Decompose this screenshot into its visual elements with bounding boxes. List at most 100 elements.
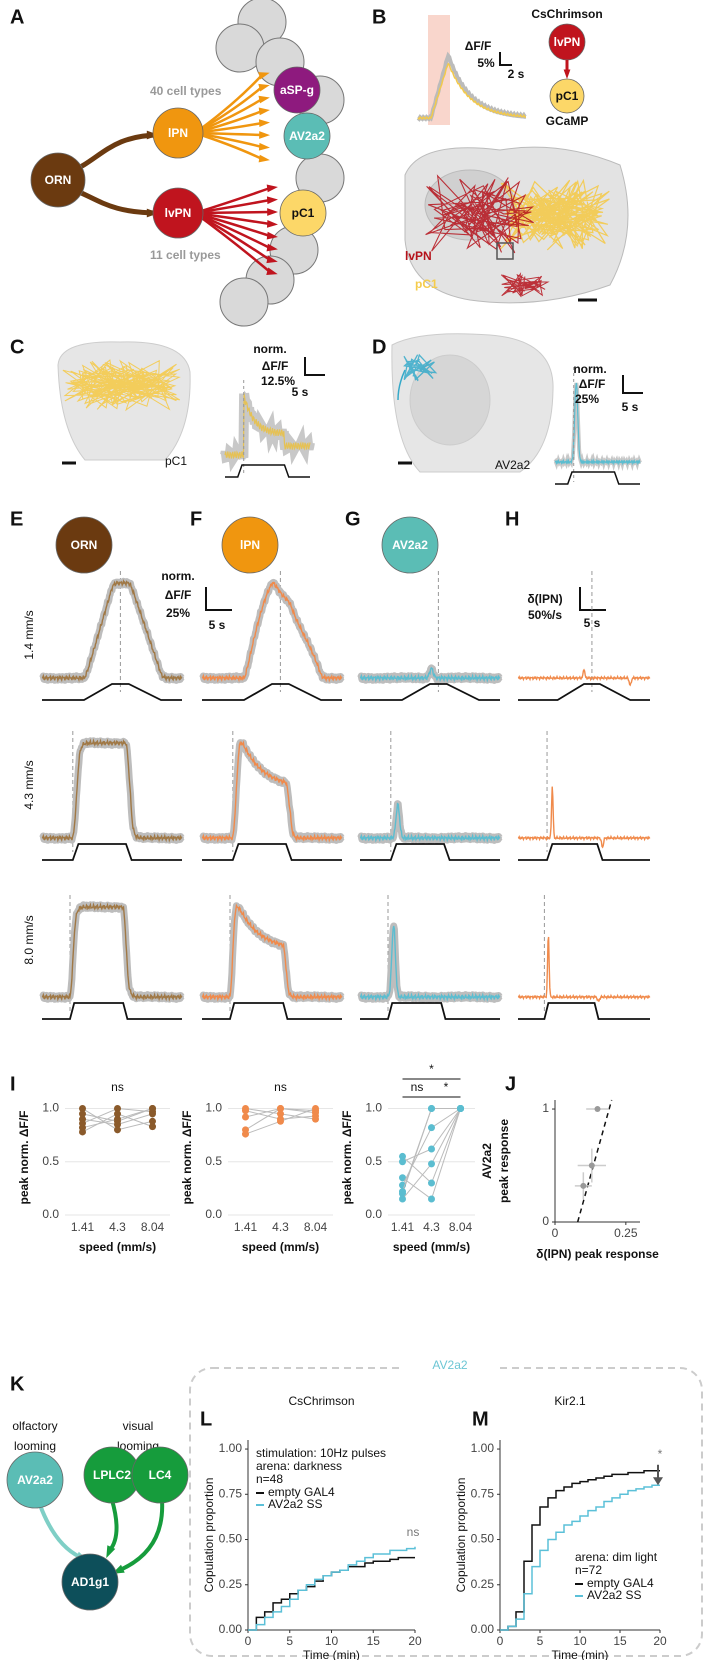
point bbox=[149, 1123, 156, 1131]
annotation: 40 cell types bbox=[150, 84, 222, 98]
panel-label: C bbox=[10, 336, 24, 358]
point bbox=[399, 1195, 406, 1203]
y-tick-label: 0.00 bbox=[471, 1622, 495, 1636]
cell-label: AV2a2 bbox=[392, 538, 428, 552]
label: CsChrimson bbox=[531, 7, 602, 21]
y-tick-label: 0.5 bbox=[205, 1154, 222, 1168]
synapse bbox=[258, 107, 270, 116]
x-tick-label: 5 bbox=[537, 1634, 544, 1648]
trace bbox=[201, 903, 343, 1002]
panel-label: I bbox=[10, 1073, 16, 1095]
x-tick-label: 8.04 bbox=[449, 1220, 473, 1234]
panel-label: M bbox=[472, 1408, 489, 1430]
step-line bbox=[248, 1546, 416, 1631]
point bbox=[114, 1110, 121, 1118]
axon bbox=[194, 211, 271, 238]
y-axis-label: peak response bbox=[497, 1119, 511, 1203]
stimulus bbox=[202, 683, 342, 701]
scale-label: 50%/s bbox=[528, 608, 562, 622]
cell-node bbox=[131, 1446, 189, 1504]
cell-label: AD1g1 bbox=[71, 1575, 109, 1589]
axon bbox=[69, 185, 161, 216]
panel-label: A bbox=[10, 6, 24, 28]
synapse bbox=[258, 119, 270, 128]
cell-label: lvPN bbox=[554, 35, 581, 49]
y-tick-label: 0 bbox=[542, 1214, 549, 1228]
y-tick-label: 0.50 bbox=[219, 1532, 243, 1546]
y-tick-label: 1.00 bbox=[471, 1441, 495, 1455]
scale-label: norm. bbox=[253, 342, 286, 356]
synapse bbox=[266, 231, 278, 240]
cell-node bbox=[549, 78, 585, 114]
step-line bbox=[248, 1556, 415, 1631]
annotation: * bbox=[658, 1447, 663, 1461]
scale-label: norm. bbox=[161, 569, 194, 583]
trace bbox=[554, 382, 641, 466]
point bbox=[399, 1174, 406, 1182]
cell-node bbox=[61, 1553, 119, 1611]
neuron-morphology bbox=[425, 174, 535, 254]
panel-label: J bbox=[505, 1073, 516, 1095]
synapse bbox=[258, 83, 270, 92]
neuron-morphology bbox=[403, 353, 438, 382]
x-tick-label: 0 bbox=[245, 1634, 252, 1648]
trace bbox=[417, 62, 527, 120]
x-tick-label: 8.04 bbox=[304, 1220, 328, 1234]
scale-bar bbox=[499, 52, 512, 66]
y-axis-label: Copulation proportion bbox=[454, 1478, 468, 1593]
scale-label: ΔF/F bbox=[579, 377, 606, 391]
cell-label: AV2a2 bbox=[289, 129, 325, 143]
trace-band bbox=[199, 902, 345, 1003]
panel-label: H bbox=[505, 508, 519, 530]
speed-label: 8.0 mm/s bbox=[22, 915, 36, 964]
point bbox=[457, 1105, 464, 1113]
x-tick-label: 20 bbox=[653, 1634, 667, 1648]
stimulus bbox=[518, 843, 650, 861]
scale-label: 25% bbox=[575, 392, 599, 406]
panel-label: G bbox=[345, 508, 361, 530]
point bbox=[79, 1128, 86, 1136]
point bbox=[242, 1113, 249, 1121]
cell-label: pC1 bbox=[556, 89, 579, 103]
point bbox=[242, 1130, 249, 1138]
stimulus bbox=[42, 1002, 182, 1020]
cell-node bbox=[152, 187, 204, 239]
stimulus bbox=[202, 843, 342, 861]
cell-label: ORN bbox=[71, 538, 98, 552]
panel-label: B bbox=[372, 6, 386, 28]
x-tick-label: 20 bbox=[408, 1634, 422, 1648]
x-axis-label: Time (min) bbox=[552, 1648, 609, 1660]
cell-label: LC4 bbox=[149, 1468, 172, 1482]
step-line bbox=[500, 1484, 660, 1631]
scale-label: 25% bbox=[166, 606, 190, 620]
trace bbox=[201, 581, 343, 683]
stimulus bbox=[518, 1002, 650, 1020]
y-axis-label: AV2a2 bbox=[480, 1143, 494, 1179]
y-tick-label: 0.50 bbox=[471, 1532, 495, 1546]
title-backdrop bbox=[400, 1352, 500, 1382]
panel-label: E bbox=[10, 508, 23, 530]
axon bbox=[38, 1504, 81, 1559]
neuron-morphology bbox=[500, 272, 550, 298]
synapse bbox=[266, 219, 278, 228]
x-tick-label: 10 bbox=[325, 1634, 339, 1648]
synapse bbox=[267, 208, 278, 216]
axon bbox=[194, 131, 263, 161]
stimulus bbox=[42, 683, 182, 701]
point bbox=[312, 1109, 319, 1117]
trace-band bbox=[39, 737, 185, 844]
trace-band bbox=[39, 577, 185, 684]
panel-label: F bbox=[190, 508, 202, 530]
scale-label: norm. bbox=[573, 362, 606, 376]
point bbox=[428, 1160, 435, 1168]
y-tick-label: 0.5 bbox=[42, 1154, 59, 1168]
note: n=72 bbox=[575, 1563, 602, 1577]
scale-label: 5% bbox=[477, 56, 495, 70]
fit-line bbox=[576, 1099, 613, 1223]
trace-band bbox=[39, 901, 185, 1003]
x-axis-label: δ(lPN) peak response bbox=[536, 1247, 659, 1261]
legend-label: AV2a2 SS bbox=[268, 1497, 322, 1511]
neuron-morphology bbox=[397, 369, 406, 401]
stimulus bbox=[225, 464, 310, 478]
